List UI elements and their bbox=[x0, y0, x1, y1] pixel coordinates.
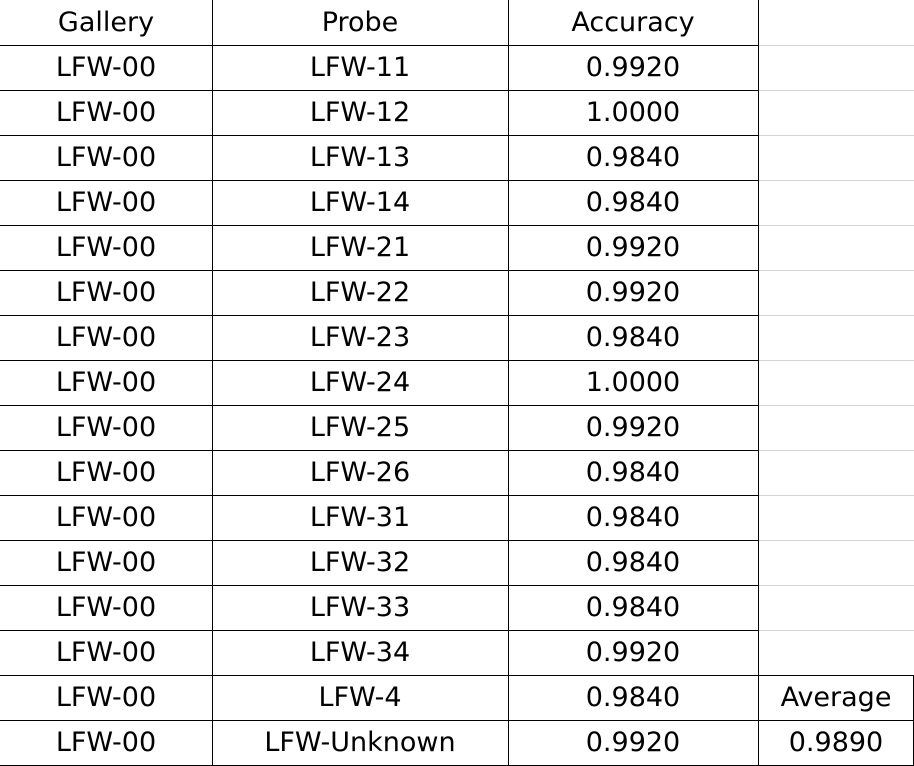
table-border-h bbox=[0, 450, 759, 451]
gridline bbox=[758, 270, 914, 271]
table-cell-gallery[interactable]: LFW-00 bbox=[55, 142, 157, 173]
average-border-top bbox=[758, 675, 914, 676]
table-cell-gallery[interactable]: LFW-00 bbox=[55, 637, 157, 668]
table-cell-gallery[interactable]: LFW-00 bbox=[55, 682, 157, 713]
gridline bbox=[758, 405, 914, 406]
table-border-h bbox=[0, 135, 759, 136]
table-cell-accuracy[interactable]: 0.9840 bbox=[585, 682, 681, 713]
table-cell-accuracy[interactable]: 0.9920 bbox=[585, 52, 681, 83]
table-border-v bbox=[758, 0, 759, 766]
table-cell-gallery[interactable]: LFW-00 bbox=[55, 232, 157, 263]
gridline bbox=[758, 540, 914, 541]
table-cell-probe[interactable]: LFW-14 bbox=[309, 187, 411, 218]
average-value[interactable]: 0.9890 bbox=[788, 727, 884, 758]
table-cell-accuracy[interactable]: 0.9920 bbox=[585, 727, 681, 758]
table-cell-probe[interactable]: LFW-11 bbox=[309, 52, 411, 83]
gridline bbox=[758, 180, 914, 181]
table-cell-probe[interactable]: LFW-26 bbox=[309, 457, 411, 488]
table-border-h bbox=[0, 630, 759, 631]
table-border-h bbox=[0, 585, 759, 586]
table-border-v bbox=[508, 0, 509, 766]
table-cell-gallery[interactable]: LFW-00 bbox=[55, 322, 157, 353]
table-cell-probe[interactable]: LFW-24 bbox=[309, 367, 411, 398]
table-border-h bbox=[0, 360, 759, 361]
gridline bbox=[758, 315, 914, 316]
table-border-h bbox=[0, 495, 759, 496]
table-cell-accuracy[interactable]: 1.0000 bbox=[585, 97, 681, 128]
gridline bbox=[758, 135, 914, 136]
table-cell-accuracy[interactable]: 0.9840 bbox=[585, 457, 681, 488]
column-header-accuracy[interactable]: Accuracy bbox=[571, 7, 695, 38]
table-cell-accuracy[interactable]: 0.9920 bbox=[585, 277, 681, 308]
table-cell-probe[interactable]: LFW-23 bbox=[309, 322, 411, 353]
column-header-probe[interactable]: Probe bbox=[321, 7, 399, 38]
table-cell-gallery[interactable]: LFW-00 bbox=[55, 277, 157, 308]
table-border-h bbox=[0, 270, 759, 271]
table-cell-gallery[interactable]: LFW-00 bbox=[55, 412, 157, 443]
gridline bbox=[758, 495, 914, 496]
table-cell-probe[interactable]: LFW-31 bbox=[309, 502, 411, 533]
table-cell-gallery[interactable]: LFW-00 bbox=[55, 592, 157, 623]
table-cell-probe[interactable]: LFW-25 bbox=[309, 412, 411, 443]
table-cell-accuracy[interactable]: 0.9920 bbox=[585, 232, 681, 263]
gridline bbox=[758, 90, 914, 91]
table-cell-accuracy[interactable]: 0.9840 bbox=[585, 187, 681, 218]
table-border-v bbox=[212, 0, 213, 766]
table-cell-gallery[interactable]: LFW-00 bbox=[55, 187, 157, 218]
table-cell-gallery[interactable]: LFW-00 bbox=[55, 367, 157, 398]
table-cell-probe[interactable]: LFW-21 bbox=[309, 232, 411, 263]
table-cell-probe[interactable]: LFW-33 bbox=[309, 592, 411, 623]
table-cell-probe[interactable]: LFW-22 bbox=[309, 277, 411, 308]
table-cell-probe[interactable]: LFW-4 bbox=[318, 682, 402, 713]
table-border-h bbox=[0, 225, 759, 226]
gridline bbox=[758, 360, 914, 361]
gridline bbox=[758, 450, 914, 451]
table-cell-accuracy[interactable]: 0.9920 bbox=[585, 412, 681, 443]
average-border-mid bbox=[758, 720, 914, 721]
table-cell-gallery[interactable]: LFW-00 bbox=[55, 97, 157, 128]
table-cell-probe[interactable]: LFW-13 bbox=[309, 142, 411, 173]
table-cell-gallery[interactable]: LFW-00 bbox=[55, 727, 157, 758]
column-header-gallery[interactable]: Gallery bbox=[57, 7, 155, 38]
table-border-h bbox=[0, 315, 759, 316]
table-cell-probe[interactable]: LFW-32 bbox=[309, 547, 411, 578]
average-label[interactable]: Average bbox=[780, 682, 892, 713]
table-border-h bbox=[0, 540, 759, 541]
gridline bbox=[758, 585, 914, 586]
table-cell-gallery[interactable]: LFW-00 bbox=[55, 457, 157, 488]
table-cell-accuracy[interactable]: 0.9840 bbox=[585, 592, 681, 623]
table-cell-accuracy[interactable]: 0.9840 bbox=[585, 502, 681, 533]
table-border-h bbox=[0, 90, 759, 91]
table-cell-gallery[interactable]: LFW-00 bbox=[55, 52, 157, 83]
table-cell-probe[interactable]: LFW-34 bbox=[309, 637, 411, 668]
gridline bbox=[758, 45, 914, 46]
table-cell-accuracy[interactable]: 1.0000 bbox=[585, 367, 681, 398]
table-cell-accuracy[interactable]: 0.9840 bbox=[585, 322, 681, 353]
table-cell-gallery[interactable]: LFW-00 bbox=[55, 547, 157, 578]
table-cell-probe[interactable]: LFW-12 bbox=[309, 97, 411, 128]
table-border-h bbox=[0, 45, 759, 46]
table-cell-gallery[interactable]: LFW-00 bbox=[55, 502, 157, 533]
table-border-h bbox=[0, 180, 759, 181]
table-cell-probe[interactable]: LFW-Unknown bbox=[264, 727, 456, 758]
table-border-h bbox=[0, 405, 759, 406]
table-cell-accuracy[interactable]: 0.9840 bbox=[585, 547, 681, 578]
gridline bbox=[758, 630, 914, 631]
gridline bbox=[758, 225, 914, 226]
table-border-h bbox=[0, 720, 759, 721]
table-border-h bbox=[0, 675, 759, 676]
table-cell-accuracy[interactable]: 0.9840 bbox=[585, 142, 681, 173]
table-cell-accuracy[interactable]: 0.9920 bbox=[585, 637, 681, 668]
